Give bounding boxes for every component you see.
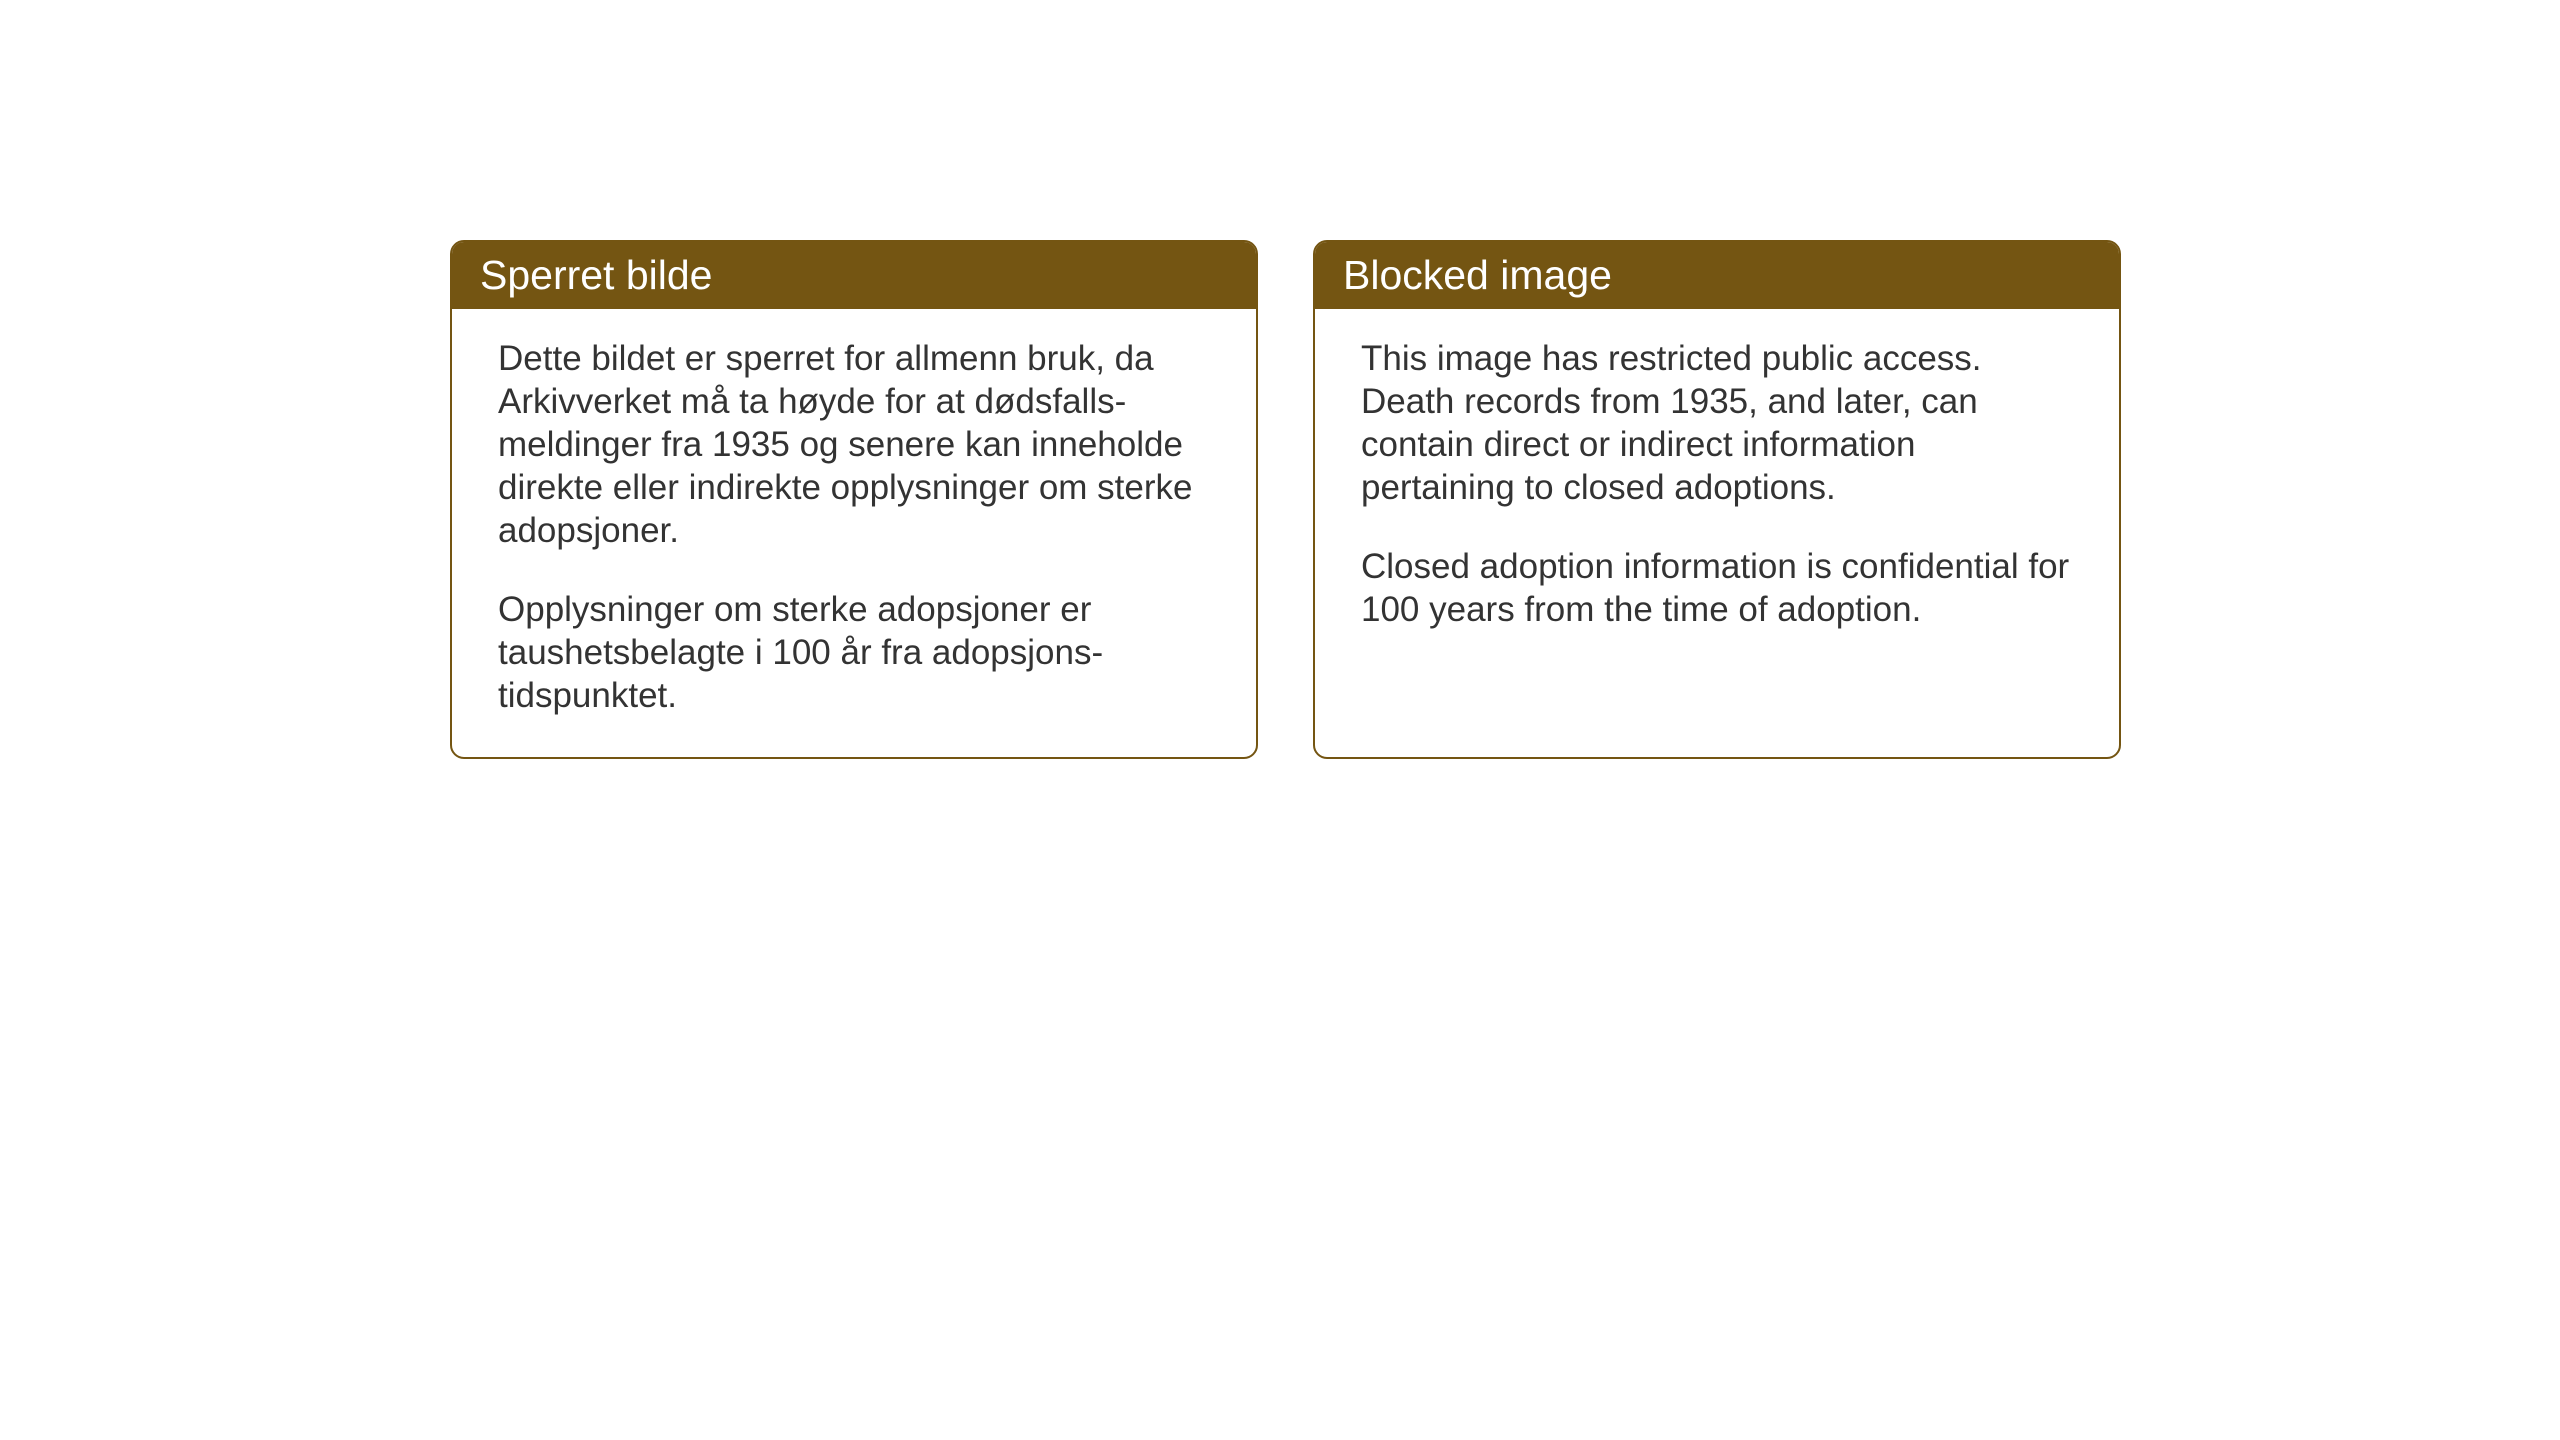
english-notice-card: Blocked image This image has restricted … [1313,240,2121,759]
norwegian-card-title: Sperret bilde [452,242,1256,309]
english-paragraph-2: Closed adoption information is confident… [1361,545,2073,631]
norwegian-notice-card: Sperret bilde Dette bildet er sperret fo… [450,240,1258,759]
english-paragraph-1: This image has restricted public access.… [1361,337,2073,509]
cards-container: Sperret bilde Dette bildet er sperret fo… [450,240,2121,759]
english-card-body: This image has restricted public access.… [1315,309,2119,671]
norwegian-paragraph-1: Dette bildet er sperret for allmenn bruk… [498,337,1210,552]
norwegian-paragraph-2: Opplysninger om sterke adopsjoner er tau… [498,588,1210,717]
english-card-title: Blocked image [1315,242,2119,309]
norwegian-card-body: Dette bildet er sperret for allmenn bruk… [452,309,1256,757]
